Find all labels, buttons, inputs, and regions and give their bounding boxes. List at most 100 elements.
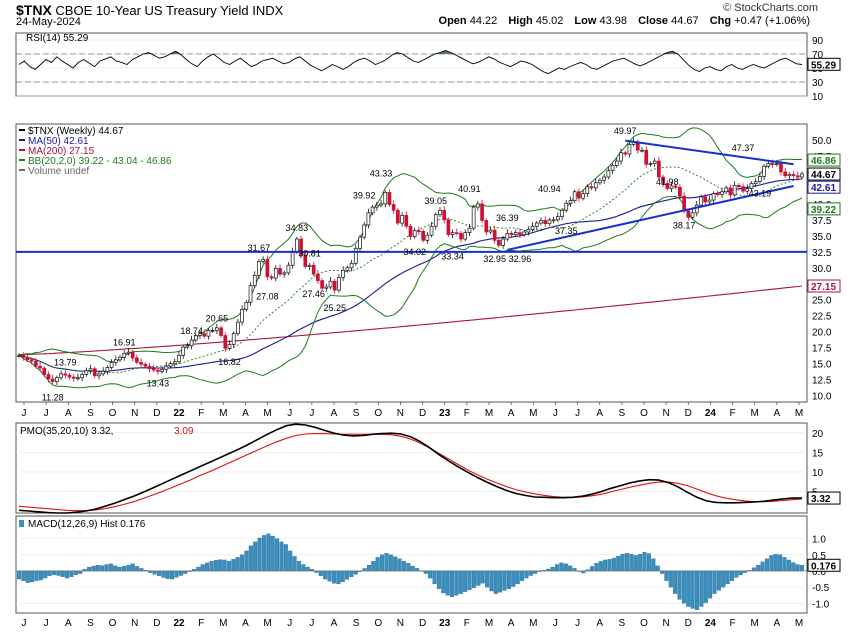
macd-hist-bar	[196, 566, 201, 572]
macd-hist-bar	[104, 564, 109, 572]
macd-hist-bar	[161, 570, 166, 578]
macd-xtick-label-32: F	[730, 618, 736, 629]
price-candle	[299, 238, 303, 256]
price-candle	[84, 370, 89, 375]
price-candle	[673, 185, 678, 188]
price-candle	[236, 321, 240, 334]
macd-tick-label-0: 1.0	[812, 535, 826, 546]
price-candle	[92, 368, 97, 377]
price-candle	[135, 357, 139, 363]
price-xtick-label-7: 22	[173, 408, 185, 419]
macd-hist-bar	[406, 563, 411, 572]
rsi-current-tag: 55.29	[811, 60, 836, 71]
price-candle	[143, 363, 148, 367]
price-annotation-37.35: 37.35	[555, 226, 578, 236]
price-annotation-34.83: 34.83	[286, 223, 309, 233]
price-candle	[492, 229, 497, 241]
macd-hist-bar	[380, 554, 385, 572]
price-candle	[147, 365, 152, 370]
price-xtick-label-17: N	[397, 408, 404, 419]
price-candle	[278, 268, 282, 275]
price-candle	[791, 174, 796, 177]
macd-hist-bar	[476, 570, 481, 586]
macd-hist-bar	[751, 567, 756, 572]
price-annotation-34.02: 34.02	[403, 247, 426, 257]
price-candle	[118, 356, 122, 361]
macd-hist-bar	[21, 570, 26, 581]
price-xtick-label-0: J	[22, 408, 27, 419]
low-value: 43.98	[599, 15, 628, 27]
price-candle	[404, 215, 409, 227]
price-candle	[547, 219, 552, 225]
symbol: $TNX	[16, 2, 52, 18]
macd-hist-bar	[292, 556, 297, 572]
macd-xtick-label-5: N	[131, 618, 138, 629]
price-candle	[353, 248, 358, 264]
pmo-tick-label-2: 10	[812, 468, 824, 479]
macd-hist-bar	[791, 562, 796, 572]
macd-xtick-label-16: O	[374, 618, 382, 629]
price-xtick-label-35: M	[795, 408, 803, 419]
price-candle	[311, 264, 316, 275]
price-candle	[682, 195, 686, 212]
macd-hist-bar	[708, 570, 713, 599]
price-candle	[227, 344, 232, 349]
price-candle	[577, 191, 581, 199]
macd-hist-bar	[625, 553, 630, 572]
macd-hist-bar	[485, 570, 490, 588]
macd-xtick-label-9: M	[219, 618, 227, 629]
price-legend-swatch-4	[19, 169, 25, 171]
macd-xtick-label-14: A	[331, 618, 338, 629]
price-candle	[345, 267, 350, 271]
macd-hist-bar	[222, 559, 227, 572]
macd-xtick-label-15: S	[353, 618, 360, 629]
price-candle	[374, 204, 379, 208]
price-candle	[652, 160, 657, 164]
price-tick-label-16: 10.0	[812, 392, 832, 403]
price-candle	[497, 239, 501, 246]
price-candle	[442, 209, 447, 221]
macd-hist-bar	[550, 566, 555, 572]
trendline-1	[507, 185, 794, 251]
macd-hist-bar	[200, 564, 205, 572]
price-annotation-27.08: 27.08	[256, 291, 279, 301]
macd-hist-bar	[156, 570, 161, 576]
price-candle	[509, 232, 514, 235]
price-candle	[783, 171, 787, 177]
macd-hist-bar	[65, 570, 70, 579]
macd-hist-bar	[121, 565, 127, 572]
macd-hist-bar	[603, 559, 608, 572]
price-candle	[770, 163, 775, 165]
macd-hist-bar	[568, 565, 573, 572]
price-candle	[564, 202, 569, 211]
price-xtick-label-23: M	[529, 408, 537, 419]
macd-hist-bar	[764, 558, 770, 572]
price-candle	[337, 277, 341, 291]
macd-xtick-label-4: O	[109, 618, 117, 629]
macd-hist-bar	[213, 560, 218, 572]
price-candle	[156, 369, 160, 372]
price-legend-0: $TNX (Weekly) 44.67	[28, 126, 124, 137]
pmo-panel-frame	[15, 422, 808, 514]
price-candle	[657, 160, 661, 178]
macd-hist-bar	[598, 561, 603, 572]
macd-hist-bar	[428, 570, 433, 579]
price-xtick-label-12: J	[287, 408, 292, 419]
macd-hist-bar	[384, 553, 389, 572]
price-xtick-label-9: M	[219, 408, 227, 419]
macd-hist-bar	[135, 566, 140, 572]
price-candle	[598, 179, 602, 184]
macd-hist-bar	[756, 564, 761, 572]
price-xtick-label-6: D	[153, 408, 160, 419]
price-annotation-40.94: 40.94	[538, 184, 561, 194]
pmo-line	[18, 423, 802, 514]
macd-tick-label-3: -0.5	[812, 583, 830, 594]
macd-hist-bar	[240, 554, 245, 572]
price-annotation-43.19: 43.19	[749, 188, 772, 198]
high-value: 45.02	[535, 15, 564, 27]
macd-hist-bar	[38, 570, 43, 581]
price-value-tag-42.61-box	[807, 180, 841, 194]
price-candle	[568, 200, 573, 204]
price-candle	[219, 327, 223, 336]
macd-hist-bar	[646, 553, 651, 572]
